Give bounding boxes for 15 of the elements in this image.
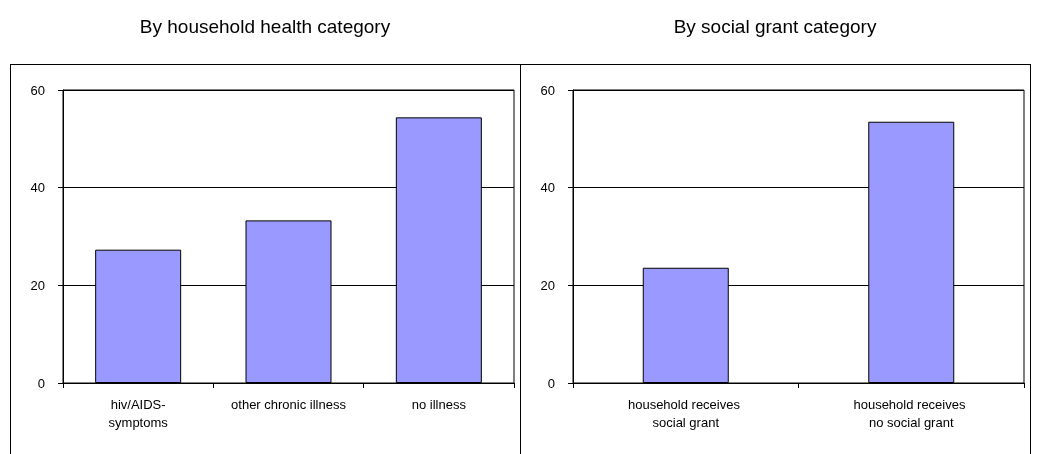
y-tick-label: 40 (30, 180, 45, 196)
y-tick-label: 20 (540, 277, 555, 293)
y-tick-label: 20 (30, 277, 45, 293)
chart-title: By household health category (139, 16, 391, 37)
y-tick-label: 0 (37, 375, 45, 391)
x-tick-label: hiv/AIDS-symptoms (108, 396, 169, 430)
x-tick-label: other chronic illness (231, 396, 347, 412)
x-tick-label: household receives social grant (627, 396, 744, 430)
chart-title: By social grant category (673, 16, 877, 37)
y-tick-label: 60 (540, 82, 555, 98)
x-tick-label: no illness (411, 396, 467, 412)
y-tick-label: 60 (30, 82, 45, 98)
y-tick-label: 40 (540, 180, 555, 196)
y-tick-label: 0 (547, 375, 555, 391)
x-tick-label: household receives no social grant (853, 396, 970, 430)
